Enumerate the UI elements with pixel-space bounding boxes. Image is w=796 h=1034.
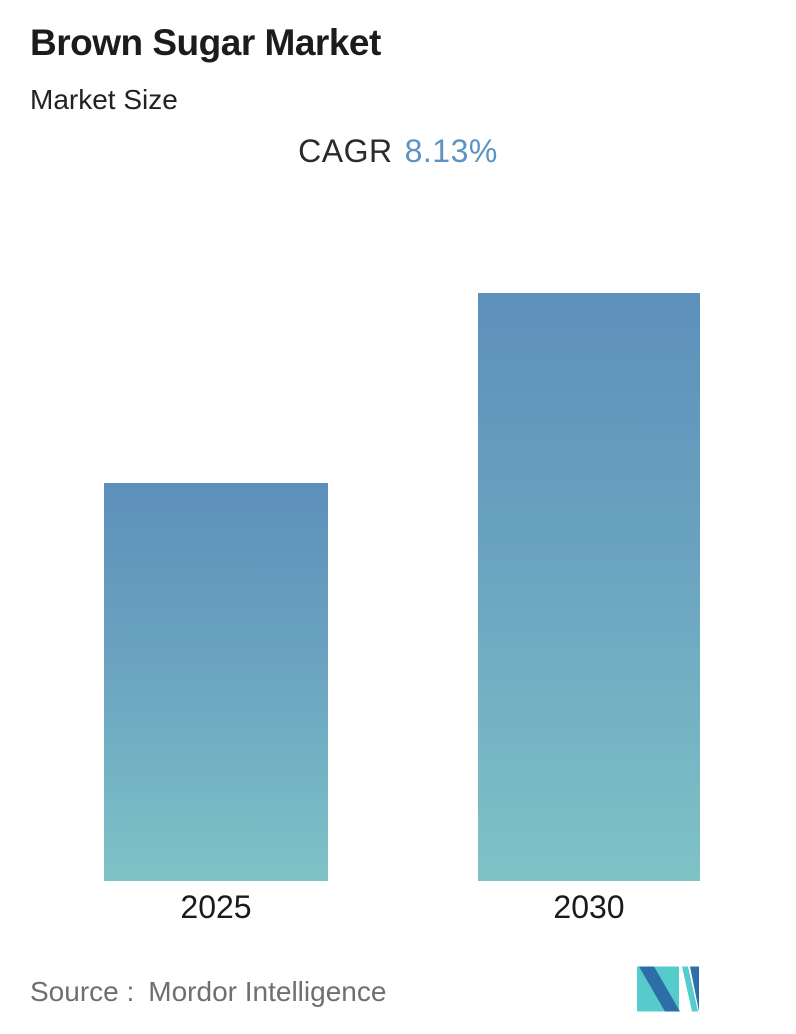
source-caption: Source : Mordor Intelligence (30, 976, 386, 1008)
x-axis-label-2025: 2025 (180, 889, 252, 925)
x-axis-label-2030: 2030 (553, 889, 625, 925)
chart-title: Brown Sugar Market (30, 22, 381, 63)
cagr-label: CAGR (298, 133, 393, 169)
chart-subtitle: Market Size (30, 84, 178, 115)
source-value: Mordor Intelligence (148, 976, 387, 1007)
bar-2030 (478, 293, 700, 881)
mordor-intelligence-logo-icon (637, 966, 699, 1012)
bar-2025 (104, 483, 328, 881)
cagr-annotation: CAGR 8.13% (0, 133, 796, 170)
source-label: Source : (30, 976, 135, 1007)
bar-chart-plot-area: 2025 2030 (104, 293, 700, 925)
cagr-value: 8.13% (404, 133, 498, 169)
